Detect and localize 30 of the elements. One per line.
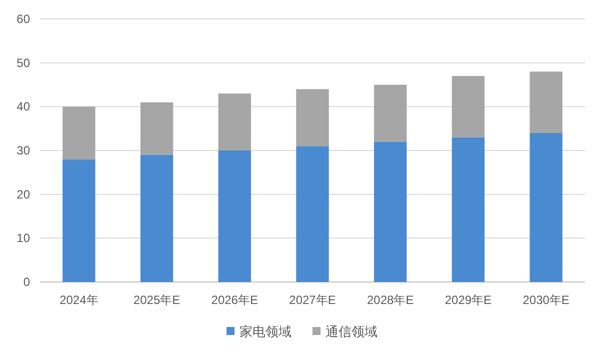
x-tick-label: 2027年E	[289, 293, 336, 307]
x-tick-label: 2029年E	[444, 293, 492, 307]
bar	[140, 102, 174, 155]
y-tick-label: 0	[23, 275, 30, 289]
y-tick-label: 20	[16, 187, 30, 202]
bar	[374, 142, 407, 282]
bar	[452, 76, 485, 138]
y-tick-label: 40	[16, 100, 30, 114]
bar	[218, 94, 251, 150]
bar	[62, 106, 96, 160]
bar	[62, 159, 96, 282]
bar	[530, 132, 562, 282]
y-tick-label: 60	[16, 12, 30, 26]
bar	[296, 89, 329, 146]
x-tick-label: 2025年E	[133, 293, 180, 307]
y-tick-label: 30	[16, 144, 30, 158]
legend-label: 家电领域	[240, 324, 292, 339]
x-tick-label: 2030年E	[522, 293, 570, 307]
bar	[296, 146, 329, 282]
bar	[218, 150, 251, 282]
bar	[140, 154, 174, 282]
y-tick-label: 50	[16, 56, 30, 70]
bar	[452, 137, 485, 282]
x-tick-label: 2028年E	[367, 293, 414, 307]
y-tick-label: 10	[16, 231, 30, 246]
x-tick-label: 2026年E	[211, 293, 258, 307]
legend-label: 通信领域	[326, 324, 378, 339]
bar	[374, 84, 407, 142]
x-tick-label: 2024年	[60, 293, 98, 307]
bar	[530, 72, 562, 133]
